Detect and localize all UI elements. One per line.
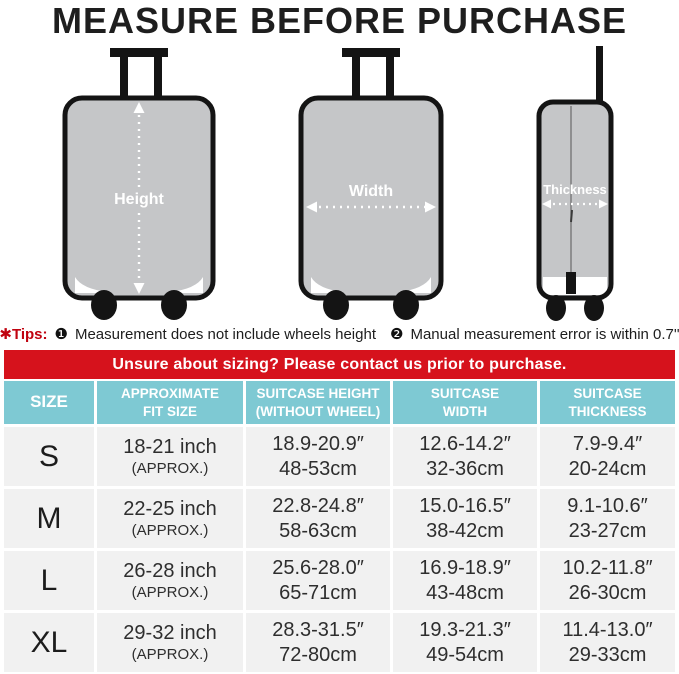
width-arrow bbox=[306, 201, 436, 213]
zipper-pull-icon bbox=[570, 209, 573, 223]
wheel-icon bbox=[323, 290, 349, 320]
fit-size-cell: 26-28 inch (APPROX.) bbox=[97, 551, 243, 610]
tips-label: ✱Tips: bbox=[0, 326, 48, 343]
height-cell: 25.6-28.0″ 65-71cm bbox=[246, 551, 390, 610]
measurement-diagrams: Height Width Thickness bbox=[0, 42, 679, 322]
thickness-cell: 10.2-11.8″ 26-30cm bbox=[540, 551, 675, 610]
fit-size-cell: 18-21 inch (APPROX.) bbox=[97, 427, 243, 486]
thickness-cell: 7.9-9.4″ 20-24cm bbox=[540, 427, 675, 486]
size-label: XL bbox=[4, 613, 94, 672]
corner-cutout-right bbox=[399, 277, 431, 293]
thickness-label: Thickness bbox=[543, 182, 607, 197]
size-label: S bbox=[4, 427, 94, 486]
wheel-icon bbox=[546, 295, 566, 321]
wheel-icon bbox=[584, 295, 604, 321]
header-suitcase-thickness: SUITCASE THICKNESS bbox=[540, 381, 675, 424]
suitcase-front-height-diagram: Height bbox=[62, 48, 216, 320]
width-cell: 15.0-16.5″ 38-42cm bbox=[393, 489, 537, 548]
trolley-pole-icon bbox=[596, 46, 603, 104]
height-label: Height bbox=[114, 191, 164, 208]
header-size: SIZE bbox=[4, 381, 94, 424]
suitcase-front-width-diagram: Width bbox=[298, 48, 444, 320]
suitcase-body bbox=[301, 98, 441, 298]
corner-cutout-right bbox=[170, 277, 203, 293]
size-label: M bbox=[4, 489, 94, 548]
wheel-icon bbox=[161, 290, 187, 320]
wheel-icon bbox=[393, 290, 419, 320]
thickness-cell: 11.4-13.0″ 29-33cm bbox=[540, 613, 675, 672]
header-suitcase-height: SUITCASE HEIGHT (WITHOUT WHEEL) bbox=[246, 381, 390, 424]
width-cell: 12.6-14.2″ 32-36cm bbox=[393, 427, 537, 486]
trolley-handle-icon bbox=[110, 48, 168, 102]
size-table: SIZE APPROXIMATE FIT SIZE SUITCASE HEIGH… bbox=[4, 381, 675, 672]
thickness-cell: 9.1-10.6″ 23-27cm bbox=[540, 489, 675, 548]
trolley-handle-icon bbox=[342, 48, 400, 102]
tip-text-1: Measurement does not include wheels heig… bbox=[74, 325, 376, 343]
size-label: L bbox=[4, 551, 94, 610]
thickness-arrow bbox=[542, 199, 608, 209]
page-title: MEASURE BEFORE PURCHASE bbox=[51, 0, 628, 41]
corner-cutout-left bbox=[311, 277, 343, 293]
suitcase-body bbox=[539, 102, 611, 298]
fit-size-cell: 22-25 inch (APPROX.) bbox=[97, 489, 243, 548]
suitcase-side-thickness-diagram: Thickness bbox=[536, 46, 614, 321]
header-fit-size: APPROXIMATE FIT SIZE bbox=[97, 381, 243, 424]
bullet-1-icon: ❶ bbox=[54, 326, 68, 343]
fit-size-cell: 29-32 inch (APPROX.) bbox=[97, 613, 243, 672]
height-cell: 18.9-20.9″ 48-53cm bbox=[246, 427, 390, 486]
wheel-icon bbox=[91, 290, 117, 320]
height-cell: 28.3-31.5″ 72-80cm bbox=[246, 613, 390, 672]
header-suitcase-width: SUITCASE WIDTH bbox=[393, 381, 537, 424]
height-cell: 22.8-24.8″ 58-63cm bbox=[246, 489, 390, 548]
bullet-2-icon: ❷ bbox=[390, 326, 404, 343]
tips-line: ✱Tips: ❶ Measurement does not include wh… bbox=[0, 320, 679, 348]
width-cell: 16.9-18.9″ 43-48cm bbox=[393, 551, 537, 610]
height-arrow bbox=[133, 102, 145, 294]
corner-cutout-left bbox=[75, 277, 108, 293]
width-cell: 19.3-21.3″ 49-54cm bbox=[393, 613, 537, 672]
width-label: Width bbox=[349, 183, 393, 200]
zipper-stop-icon bbox=[566, 272, 576, 294]
tip-text-2: Manual measurement error is within 0.7'' bbox=[410, 325, 679, 343]
contact-banner: Unsure about sizing? Please contact us p… bbox=[4, 350, 675, 379]
